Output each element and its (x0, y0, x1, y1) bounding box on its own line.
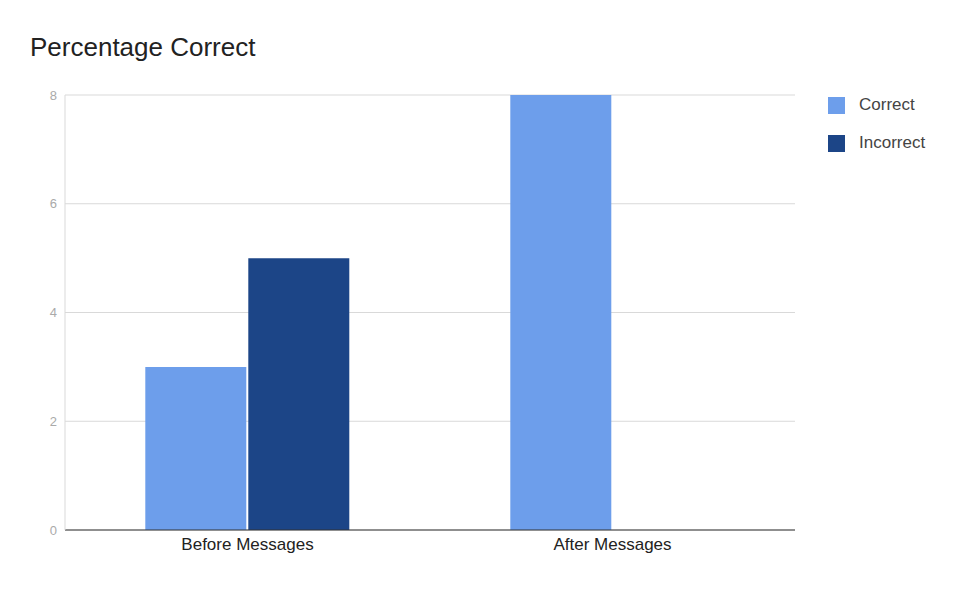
svg-text:0: 0 (50, 523, 57, 538)
html-text:Correct: Correct (859, 95, 915, 114)
svg-text:6: 6 (50, 196, 57, 211)
svg-text:4: 4 (50, 305, 57, 320)
html-text:Incorrect: Incorrect (859, 133, 926, 152)
svg-text:8: 8 (50, 88, 57, 103)
svg-text:2: 2 (50, 414, 57, 429)
svg-text:Before Messages: Before Messages (181, 535, 313, 554)
svg-text:After Messages: After Messages (553, 535, 671, 554)
html-text:Percentage Correct: Percentage Correct (30, 32, 256, 62)
